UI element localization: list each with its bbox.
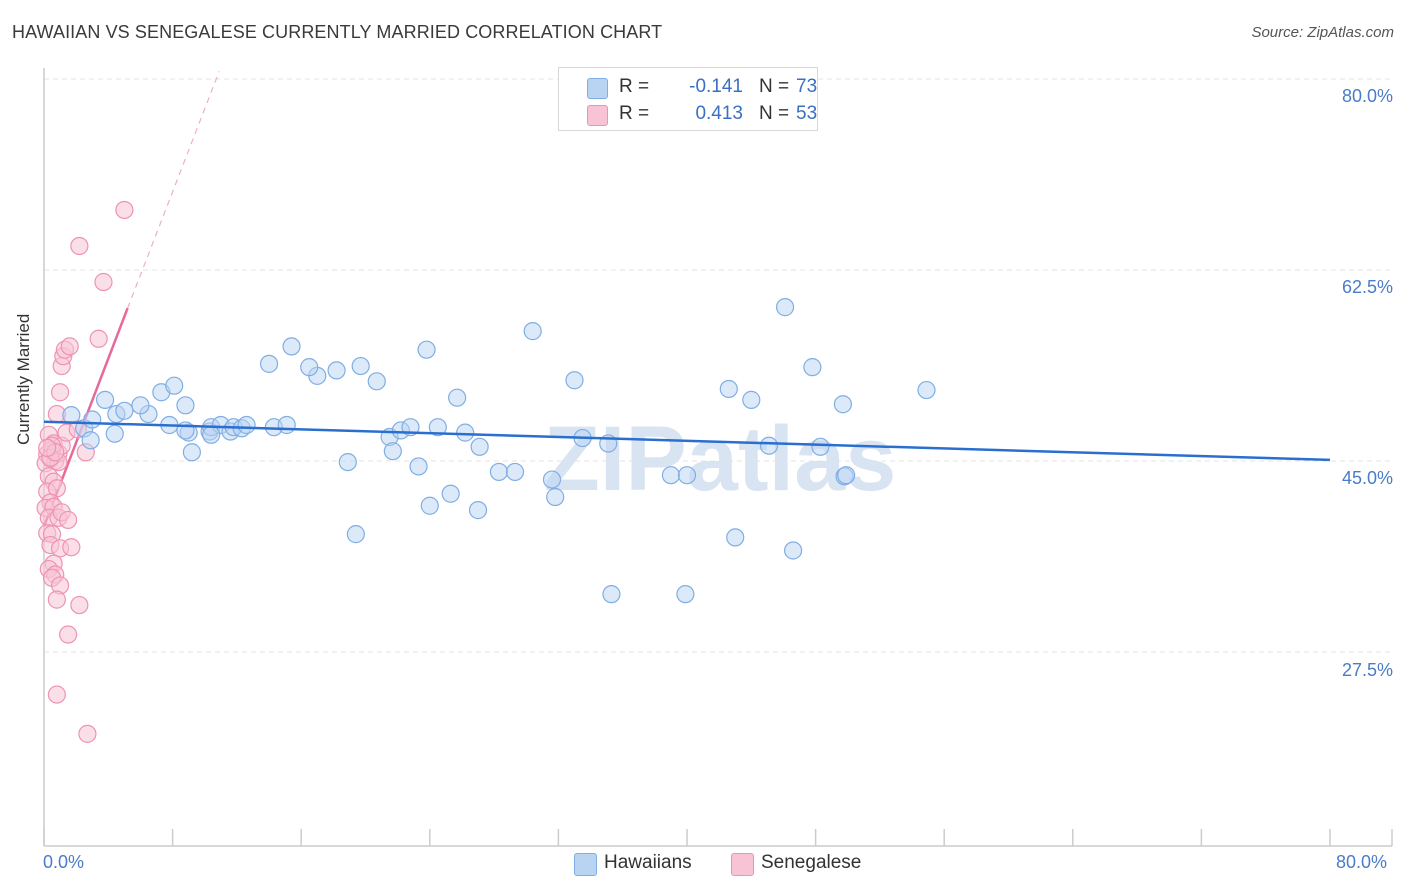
hawaiians-point [300, 358, 319, 377]
hawaiians-point [367, 372, 386, 391]
hawaiians-point [719, 379, 738, 399]
hawaiians-point [505, 462, 525, 482]
r-value: 0.413 [695, 103, 743, 124]
hawaiians-point [346, 525, 365, 544]
hawaiians-point [833, 395, 853, 414]
senegalese-points [36, 200, 134, 743]
x-tick-label-right: 80.0% [1336, 852, 1388, 872]
hawaiians-point [105, 424, 124, 443]
y-tick-label: 80.0% [1341, 86, 1393, 106]
blue-swatch [587, 78, 608, 99]
hawaiians-point [661, 466, 681, 485]
hawaiians-point [165, 376, 184, 395]
y-tick-label: 27.5% [1341, 660, 1393, 680]
hawaiians-point [409, 457, 428, 476]
source-credit: Source: ZipAtlas.com [1251, 24, 1394, 41]
legend-label: Senegalese [761, 852, 862, 873]
senegalese-point [70, 236, 89, 256]
y-tick-label: 45.0% [1341, 468, 1393, 488]
senegalese-point [38, 438, 57, 458]
hawaiians-point [176, 396, 195, 415]
senegalese-point [59, 510, 78, 530]
hawaiians-point [677, 466, 697, 485]
hawaiians-point [383, 442, 402, 461]
grid-lines [44, 78, 1392, 653]
hawaiians-point [115, 401, 134, 420]
hawaiians-point [468, 501, 488, 520]
correlation-legend: R = -0.141 N = 73 R = 0.413 N = 53 [558, 67, 818, 131]
hawaiians-point [917, 380, 936, 400]
hawaiians-point [456, 423, 475, 442]
hawaiians-point [83, 410, 102, 429]
hawaiians-point [182, 443, 201, 462]
hawaiians-trend [43, 420, 1331, 462]
senegalese-point [50, 383, 70, 402]
senegalese-point [47, 590, 66, 609]
watermark: ZIPatlas [544, 408, 897, 510]
hawaiians-point [448, 388, 467, 407]
chart-title: HAWAIIAN VS SENEGALESE CURRENTLY MARRIED… [12, 22, 663, 42]
hawaiians-point [351, 356, 370, 376]
hawaiians-point [565, 371, 584, 390]
hawaiians-point [282, 337, 301, 356]
senegalese-point [115, 200, 134, 220]
hawaiians-point [726, 528, 745, 547]
senegalese-point [70, 595, 89, 615]
hawaiians-points [62, 298, 936, 604]
senegalese-point [62, 538, 81, 557]
hawaiians-point [327, 361, 346, 380]
senegalese-point [89, 329, 108, 348]
hawaiians-point [742, 390, 761, 409]
hawaiians-point [428, 418, 447, 437]
y-tick-label: 62.5% [1341, 277, 1393, 297]
r-value: -0.141 [689, 76, 743, 97]
n-value: 53 [796, 103, 818, 124]
senegalese-point [60, 337, 79, 356]
hawaiians-point [759, 436, 779, 455]
hawaiians-point [489, 462, 509, 482]
hawaiians-point [470, 437, 489, 456]
hawaiians-point [523, 322, 542, 341]
y-axis-label: Currently Married [14, 313, 33, 445]
blue-swatch [574, 853, 597, 876]
hawaiians-point [81, 431, 100, 450]
n-value: 73 [796, 76, 818, 97]
x-tick-label-left: 0.0% [43, 852, 85, 872]
hawaiians-point [602, 585, 621, 604]
hawaiians-trend-line [43, 420, 1331, 462]
hawaiians-point [676, 585, 695, 604]
hawaiians-point [277, 415, 296, 435]
hawaiians-point [259, 354, 279, 373]
senegalese-trend-extension [127, 71, 220, 309]
hawaiians-point [542, 470, 562, 489]
senegalese-point [47, 685, 66, 704]
hawaiians-point [783, 541, 803, 560]
hawaiians-point [338, 452, 357, 472]
senegalese-point [94, 272, 113, 292]
senegalese-point [59, 625, 78, 644]
r-label: R = [619, 103, 650, 124]
hawaiians-point [546, 487, 565, 507]
pink-swatch [731, 853, 754, 876]
hawaiians-point [441, 484, 460, 503]
hawaiians-point [417, 340, 436, 359]
hawaiians-point [811, 437, 830, 456]
hawaiians-point [420, 496, 439, 515]
hawaiians-point [837, 466, 856, 485]
hawaiians-point [202, 425, 221, 444]
legend-label: Hawaiians [604, 852, 692, 873]
n-label: N = [759, 76, 790, 97]
senegalese-point [78, 724, 97, 743]
pink-swatch [587, 105, 608, 126]
n-label: N = [759, 103, 790, 124]
hawaiians-point [95, 390, 115, 409]
r-label: R = [619, 76, 650, 97]
hawaiians-point [237, 415, 256, 435]
hawaiians-point [131, 396, 150, 415]
hawaiians-point [803, 358, 822, 377]
hawaiians-point [775, 298, 795, 317]
